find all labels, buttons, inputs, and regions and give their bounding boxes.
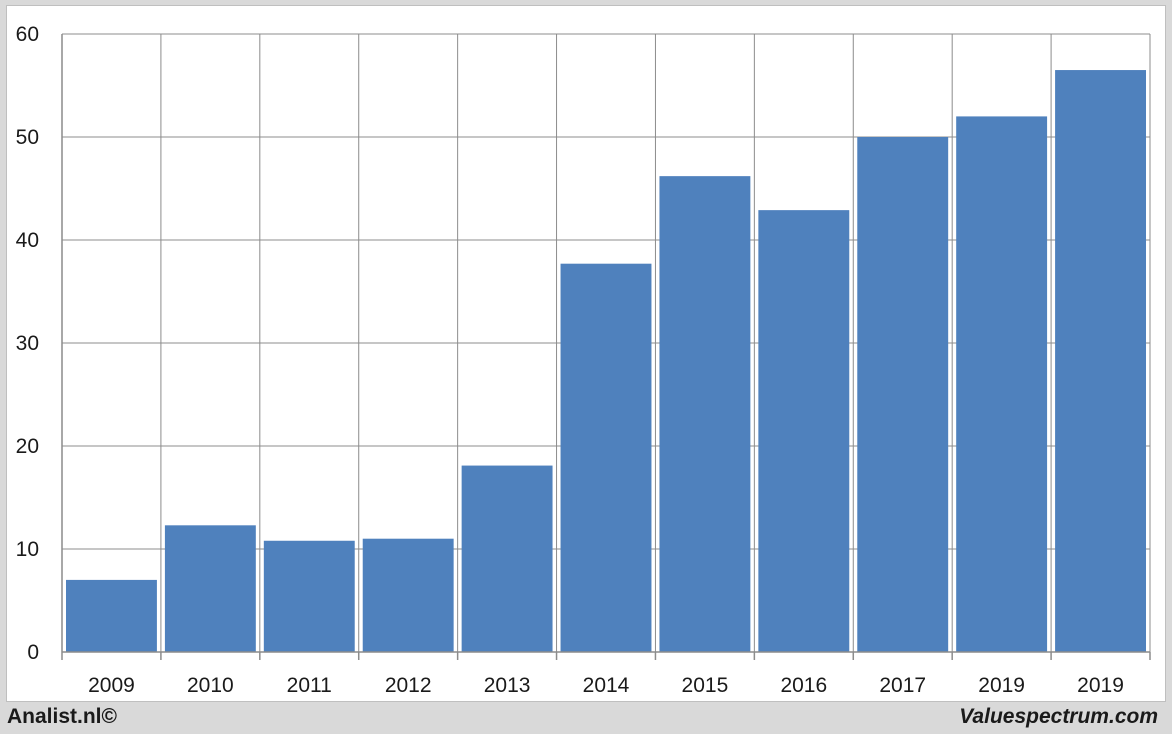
x-tick-label: 2013 <box>484 674 531 697</box>
x-tick-label: 2011 <box>287 674 332 697</box>
bar-2011 <box>263 540 355 652</box>
bar-2012 <box>362 538 454 652</box>
credit-right: Valuespectrum.com <box>959 705 1158 728</box>
bar-2014 <box>560 263 652 652</box>
x-tick-label: 2019 <box>978 674 1025 697</box>
bar-2010 <box>164 525 256 652</box>
bar-2016 <box>758 210 850 652</box>
y-tick-label: 60 <box>16 23 39 46</box>
x-tick-label: 2009 <box>88 674 135 697</box>
y-tick-label: 20 <box>16 435 39 458</box>
x-tick-label: 2010 <box>187 674 234 697</box>
chart-panel: 0 10 20 30 40 50 60 2009 2010 2011 2012 2013 2014 201… <box>6 5 1166 702</box>
bar-chart: 0 10 20 30 40 50 60 2009 2010 2011 2012 2013 2014 201… <box>16 23 1151 697</box>
bar-2019 <box>1055 70 1146 653</box>
y-tick-label: 40 <box>16 229 39 252</box>
bar-2017 <box>857 137 949 652</box>
y-tick-label: 30 <box>16 332 39 355</box>
x-tick-label: 2017 <box>879 674 926 697</box>
x-tick-label: 2014 <box>583 674 630 697</box>
y-tick-label: 10 <box>16 538 39 561</box>
axes <box>61 34 1151 660</box>
bar-2019 <box>956 116 1048 652</box>
x-tick-label: 2016 <box>780 674 827 697</box>
y-tick-label: 50 <box>16 126 39 149</box>
bar-2015 <box>659 176 751 652</box>
x-tick-label: 2019 <box>1077 674 1124 697</box>
bar-2009 <box>66 579 157 652</box>
credit-left: Analist.nl© <box>7 705 117 728</box>
bar-2013 <box>461 465 553 652</box>
x-tick-label: 2012 <box>385 674 432 697</box>
tick-labels: 0 10 20 30 40 50 60 2009 2010 2011 2012 2013 2014 201… <box>16 23 1124 697</box>
y-tick-label: 0 <box>27 641 39 664</box>
x-tick-label: 2015 <box>682 674 729 697</box>
grid-lines <box>61 33 1151 652</box>
bars <box>66 70 1146 653</box>
